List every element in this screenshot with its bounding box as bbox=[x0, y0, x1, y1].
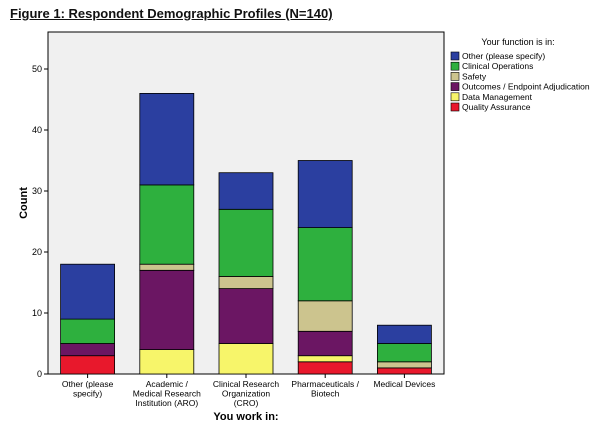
legend-label-data-management: Data Management bbox=[462, 92, 533, 102]
bar-segment-quality-assurance bbox=[297, 361, 353, 375]
bar-segment-other-please-specify bbox=[60, 263, 115, 320]
bar-segment-outcomes-endpoint-adjudication bbox=[297, 330, 353, 357]
bar-segment-safety bbox=[297, 300, 353, 332]
x-axis: Other (please specify) Academic / Medical R… bbox=[62, 374, 435, 408]
y-tick-label: 10 bbox=[32, 308, 42, 318]
bar-segment-clinical-operations bbox=[297, 227, 353, 302]
y-axis: 0 10 20 30 40 50 bbox=[32, 64, 48, 379]
bar-segment-safety bbox=[139, 263, 195, 271]
x-tick-label: Academic / Medical Research Institution (A… bbox=[133, 379, 201, 408]
legend: Your function is in: Other (please speci… bbox=[450, 37, 590, 112]
figure-title: Figure 1: Respondent Demographic Profile… bbox=[10, 6, 333, 21]
bar-segment-data-management bbox=[139, 349, 195, 375]
legend-label-clinical-operations: Clinical Operations bbox=[462, 61, 533, 71]
y-tick-label: 50 bbox=[32, 64, 42, 74]
y-tick-label: 20 bbox=[32, 247, 42, 257]
bar-segment-outcomes-endpoint-adjudication bbox=[139, 269, 195, 350]
x-tick-label: Other (please specify) bbox=[62, 379, 114, 399]
bar-segment-data-management bbox=[297, 355, 353, 363]
legend-swatch-data-management bbox=[450, 92, 460, 102]
x-tick-label: Clinical Research Organization (CRO) bbox=[213, 379, 279, 408]
bar-segment-clinical-operations bbox=[218, 208, 274, 277]
legend-label-quality-assurance: Quality Assurance bbox=[462, 102, 531, 112]
bar-segment-clinical-operations bbox=[60, 318, 115, 344]
bar-segment-clinical-operations bbox=[376, 343, 432, 363]
y-tick-label: 40 bbox=[32, 125, 42, 135]
legend-label-other-please-specify: Other (please specify) bbox=[462, 51, 545, 61]
bar-segment-quality-assurance bbox=[376, 367, 432, 375]
legend-label-outcomes-endpoint-adjudication: Outcomes / Endpoint Adjudication bbox=[462, 82, 590, 92]
x-axis-label: You work in: bbox=[213, 411, 278, 423]
bar-segment-safety bbox=[376, 361, 432, 369]
y-tick-label: 30 bbox=[32, 186, 42, 196]
x-tick-label: Medical Devices bbox=[373, 379, 435, 389]
legend-swatch-safety bbox=[450, 72, 460, 81]
bar-segment-safety bbox=[218, 275, 274, 289]
legend-title: Your function is in: bbox=[481, 37, 554, 47]
x-tick-label: Pharmaceuticals / Biotech bbox=[291, 379, 359, 399]
bar-segment-data-management bbox=[218, 343, 274, 375]
bar-segment-other-please-specify bbox=[218, 172, 274, 210]
legend-swatch-other-please-specify bbox=[450, 51, 460, 61]
y-tick-label: 0 bbox=[37, 369, 42, 379]
bar-segment-other-please-specify bbox=[376, 324, 432, 344]
bar-segment-outcomes-endpoint-adjudication bbox=[60, 343, 115, 357]
bar-segment-other-please-specify bbox=[297, 160, 353, 228]
bar-segment-quality-assurance bbox=[60, 355, 115, 375]
legend-swatch-clinical-operations bbox=[450, 61, 460, 71]
legend-label-safety: Safety bbox=[462, 71, 487, 81]
bar-segment-other-please-specify bbox=[139, 93, 195, 186]
bar-segment-outcomes-endpoint-adjudication bbox=[218, 288, 274, 344]
bar-segment-clinical-operations bbox=[139, 184, 195, 265]
y-axis-label: Count bbox=[18, 187, 30, 219]
bars-group bbox=[60, 93, 432, 375]
legend-swatch-quality-assurance bbox=[450, 102, 460, 112]
legend-swatch-outcomes-endpoint-adjudication bbox=[450, 82, 460, 91]
